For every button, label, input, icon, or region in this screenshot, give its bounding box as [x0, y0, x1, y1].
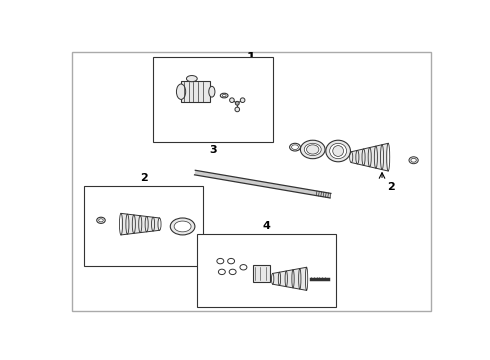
Polygon shape [121, 213, 159, 235]
Ellipse shape [330, 143, 346, 159]
Ellipse shape [409, 157, 418, 164]
Ellipse shape [411, 158, 416, 162]
Bar [153, 57, 273, 142]
Text: 1: 1 [247, 51, 255, 64]
Ellipse shape [174, 221, 191, 232]
Ellipse shape [209, 86, 215, 97]
Ellipse shape [240, 98, 245, 103]
Bar [253, 265, 270, 282]
Ellipse shape [230, 98, 234, 103]
Bar [181, 81, 210, 103]
Ellipse shape [187, 76, 197, 82]
Ellipse shape [235, 101, 239, 105]
Ellipse shape [307, 145, 319, 154]
Bar [197, 234, 336, 307]
Bar [84, 186, 203, 266]
Text: 4: 4 [263, 221, 270, 231]
Polygon shape [351, 143, 388, 171]
Ellipse shape [235, 107, 240, 112]
Ellipse shape [304, 143, 321, 156]
Text: 3: 3 [209, 145, 217, 155]
Ellipse shape [326, 140, 350, 162]
Ellipse shape [176, 84, 186, 99]
Ellipse shape [333, 145, 343, 156]
Text: 2: 2 [140, 172, 147, 183]
Polygon shape [195, 170, 331, 198]
Polygon shape [273, 267, 307, 291]
Ellipse shape [300, 140, 325, 159]
Text: 2: 2 [388, 182, 395, 192]
Ellipse shape [171, 218, 195, 235]
